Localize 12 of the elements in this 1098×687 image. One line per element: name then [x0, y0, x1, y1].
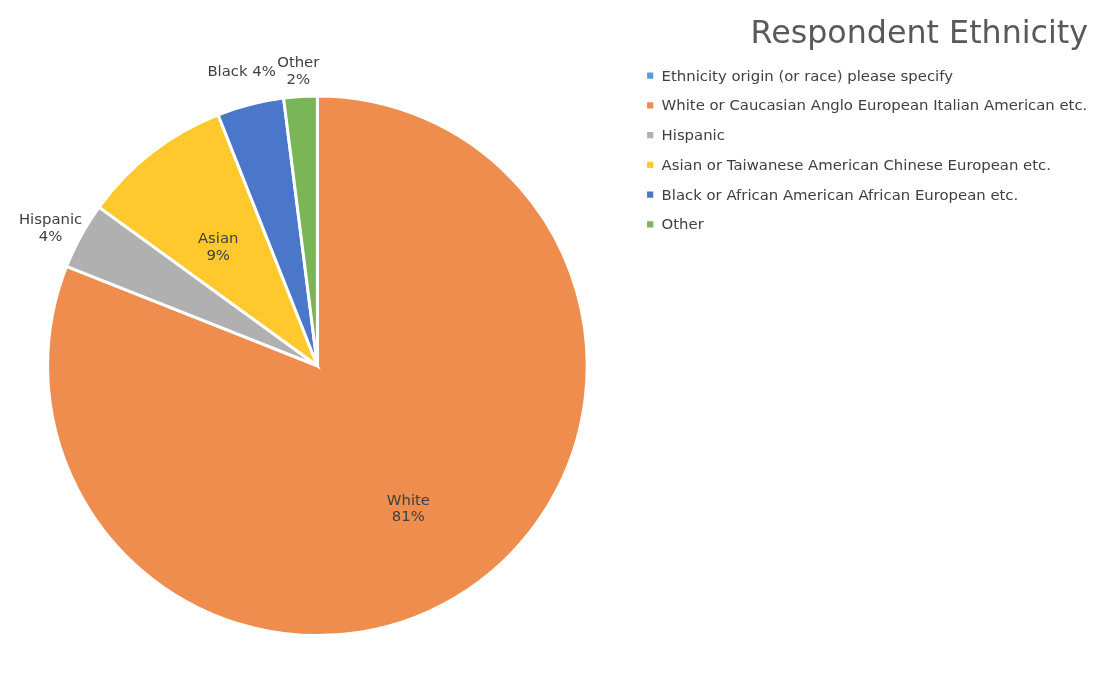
chart-title: Respondent Ethnicity	[750, 14, 1089, 51]
legend-label: Other	[661, 215, 705, 234]
legend-label: Black or African American African European etc.	[661, 185, 1019, 204]
data-label: Asian 9%	[197, 228, 239, 264]
legend-label: Ethnicity origin (or race) please specify	[661, 66, 954, 85]
data-label: Other 2%	[277, 52, 321, 88]
legend-label: Hispanic	[661, 126, 725, 145]
data-label: White 81%	[386, 490, 430, 526]
legend-label: Asian or Taiwanese American Chinese European etc.	[661, 155, 1051, 174]
data-label: Hispanic 4%	[18, 210, 83, 245]
data-label: Black 4%	[207, 61, 276, 80]
legend-label: White or Caucasian Anglo European Italian American etc.	[661, 96, 1088, 115]
